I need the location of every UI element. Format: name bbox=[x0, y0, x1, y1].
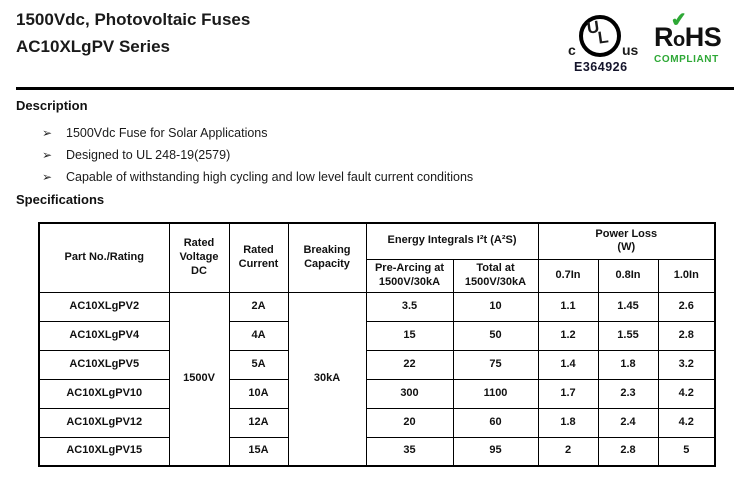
rated-voltage-cell: 1500V bbox=[168, 291, 230, 467]
col-header-voltage: Rated Voltage DC bbox=[168, 222, 230, 293]
arrow-bullet-icon: ➢ bbox=[42, 126, 53, 140]
power-loss-08-cell: 1.8 bbox=[597, 349, 659, 380]
table-row: AC10XLgPV5 5A 22 75 1.4 1.8 3.2 bbox=[38, 349, 716, 380]
power-loss-07-cell: 1.1 bbox=[537, 291, 599, 322]
pre-arcing-cell: 300 bbox=[365, 378, 454, 409]
power-loss-10-cell: 2.6 bbox=[657, 291, 716, 322]
power-loss-07-cell: 1.2 bbox=[537, 320, 599, 351]
power-loss-10-cell: 2.8 bbox=[657, 320, 716, 351]
power-loss-08-cell: 2.3 bbox=[597, 378, 659, 409]
list-item: ➢ Capable of withstanding high cycling a… bbox=[42, 166, 473, 188]
table-row: AC10XLgPV4 4A 15 50 1.2 1.55 2.8 bbox=[38, 320, 716, 351]
document-title: 1500Vdc, Photovoltaic Fuses AC10XLgPV Se… bbox=[16, 6, 250, 60]
total-cell: 95 bbox=[452, 436, 539, 467]
bullet-text: Designed to UL 248-19(2579) bbox=[66, 148, 231, 162]
bullet-text: 1500Vdc Fuse for Solar Applications bbox=[66, 126, 268, 140]
rohs-wordmark: R ✔ oHS bbox=[654, 9, 722, 54]
col-header-pre-arcing: Pre-Arcing at 1500V/30kA bbox=[365, 258, 454, 293]
power-loss-10-cell: 5 bbox=[657, 436, 716, 467]
arrow-bullet-icon: ➢ bbox=[42, 170, 53, 184]
col-header-current: Rated Current bbox=[228, 222, 289, 293]
rohs-letters-hs: HS bbox=[684, 22, 722, 52]
col-header-part: Part No./Rating bbox=[38, 222, 170, 293]
power-loss-08-cell: 2.8 bbox=[597, 436, 659, 467]
power-loss-line2: (W) bbox=[617, 241, 636, 254]
power-loss-line1: Power Loss bbox=[595, 227, 658, 240]
table-row: AC10XLgPV10 10A 300 1100 1.7 2.3 4.2 bbox=[38, 378, 716, 409]
table-row: AC10XLgPV2 1500V 2A 30kA 3.5 10 1.1 1.45… bbox=[38, 291, 716, 467]
description-bullet-list: ➢ 1500Vdc Fuse for Solar Applications ➢ … bbox=[42, 122, 473, 188]
pre-arcing-cell: 35 bbox=[365, 436, 454, 467]
ul-us-label: us bbox=[622, 42, 639, 58]
rated-current-cell: 12A bbox=[228, 407, 289, 438]
part-number-cell: AC10XLgPV4 bbox=[38, 320, 170, 351]
power-loss-07-cell: 1.4 bbox=[537, 349, 599, 380]
part-number-cell: AC10XLgPV5 bbox=[38, 349, 170, 380]
list-item: ➢ 1500Vdc Fuse for Solar Applications bbox=[42, 122, 473, 144]
bullet-text: Capable of withstanding high cycling and… bbox=[66, 170, 474, 184]
ul-c-label: c bbox=[568, 42, 576, 58]
table-row: AC10XLgPV12 12A 20 60 1.8 2.4 4.2 bbox=[38, 407, 716, 438]
total-cell: 75 bbox=[452, 349, 539, 380]
rated-current-cell: 10A bbox=[228, 378, 289, 409]
ul-letter-l: L bbox=[596, 27, 610, 48]
col-header-power-loss: Power Loss (W) bbox=[537, 222, 716, 260]
power-loss-07-cell: 1.8 bbox=[537, 407, 599, 438]
header-divider bbox=[16, 87, 734, 90]
checkmark-icon: ✔ bbox=[670, 9, 688, 32]
power-loss-10-cell: 4.2 bbox=[657, 407, 716, 438]
power-loss-08-cell: 1.55 bbox=[597, 320, 659, 351]
pre-arcing-cell: 15 bbox=[365, 320, 454, 351]
list-item: ➢ Designed to UL 248-19(2579) bbox=[42, 144, 473, 166]
certification-logos: c U L us E364926 R ✔ oHS COMPLIANT bbox=[568, 9, 746, 78]
pre-arcing-cell: 20 bbox=[365, 407, 454, 438]
rated-current-cell: 4A bbox=[228, 320, 289, 351]
table-row: AC10XLgPV15 15A 35 95 2 2.8 5 bbox=[38, 436, 716, 467]
total-cell: 10 bbox=[452, 291, 539, 322]
rohs-compliant-label: COMPLIANT bbox=[654, 54, 719, 65]
power-loss-08-cell: 2.4 bbox=[597, 407, 659, 438]
power-loss-10-cell: 3.2 bbox=[657, 349, 716, 380]
col-header-energy-integrals: Energy Integrals I²t (A²S) bbox=[365, 222, 539, 260]
part-number-cell: AC10XLgPV2 bbox=[38, 291, 170, 322]
ul-circle-icon: U L bbox=[579, 15, 621, 57]
title-line-2: AC10XLgPV Series bbox=[16, 37, 171, 56]
total-cell: 50 bbox=[452, 320, 539, 351]
col-header-1-0in: 1.0In bbox=[657, 258, 716, 293]
rated-current-cell: 15A bbox=[228, 436, 289, 467]
rohs-compliant-icon: R ✔ oHS COMPLIANT bbox=[654, 9, 746, 78]
col-header-0-8in: 0.8In bbox=[597, 258, 659, 293]
specifications-table: Part No./Rating Rated Voltage DC Rated C… bbox=[38, 222, 717, 467]
total-cell: 1100 bbox=[452, 378, 539, 409]
part-number-cell: AC10XLgPV15 bbox=[38, 436, 170, 467]
part-number-cell: AC10XLgPV12 bbox=[38, 407, 170, 438]
power-loss-07-cell: 1.7 bbox=[537, 378, 599, 409]
arrow-bullet-icon: ➢ bbox=[42, 148, 53, 162]
col-header-0-7in: 0.7In bbox=[537, 258, 599, 293]
power-loss-07-cell: 2 bbox=[537, 436, 599, 467]
rohs-letter-r: R bbox=[654, 22, 674, 52]
power-loss-08-cell: 1.45 bbox=[597, 291, 659, 322]
total-cell: 60 bbox=[452, 407, 539, 438]
specifications-heading: Specifications bbox=[16, 192, 105, 207]
col-header-total: Total at 1500V/30kA bbox=[452, 258, 539, 293]
rohs-letter-o: o bbox=[673, 29, 685, 51]
title-line-1: 1500Vdc, Photovoltaic Fuses bbox=[16, 10, 251, 29]
rated-current-cell: 2A bbox=[228, 291, 289, 322]
rated-current-cell: 5A bbox=[228, 349, 289, 380]
pre-arcing-cell: 3.5 bbox=[365, 291, 454, 322]
power-loss-10-cell: 4.2 bbox=[657, 378, 716, 409]
ul-certification-icon: c U L us E364926 bbox=[568, 12, 648, 78]
col-header-breaking: Breaking Capacity bbox=[287, 222, 367, 293]
part-number-cell: AC10XLgPV10 bbox=[38, 378, 170, 409]
breaking-capacity-cell: 30kA bbox=[287, 291, 367, 467]
pre-arcing-cell: 22 bbox=[365, 349, 454, 380]
ul-file-number: E364926 bbox=[574, 60, 628, 74]
description-heading: Description bbox=[16, 98, 88, 113]
